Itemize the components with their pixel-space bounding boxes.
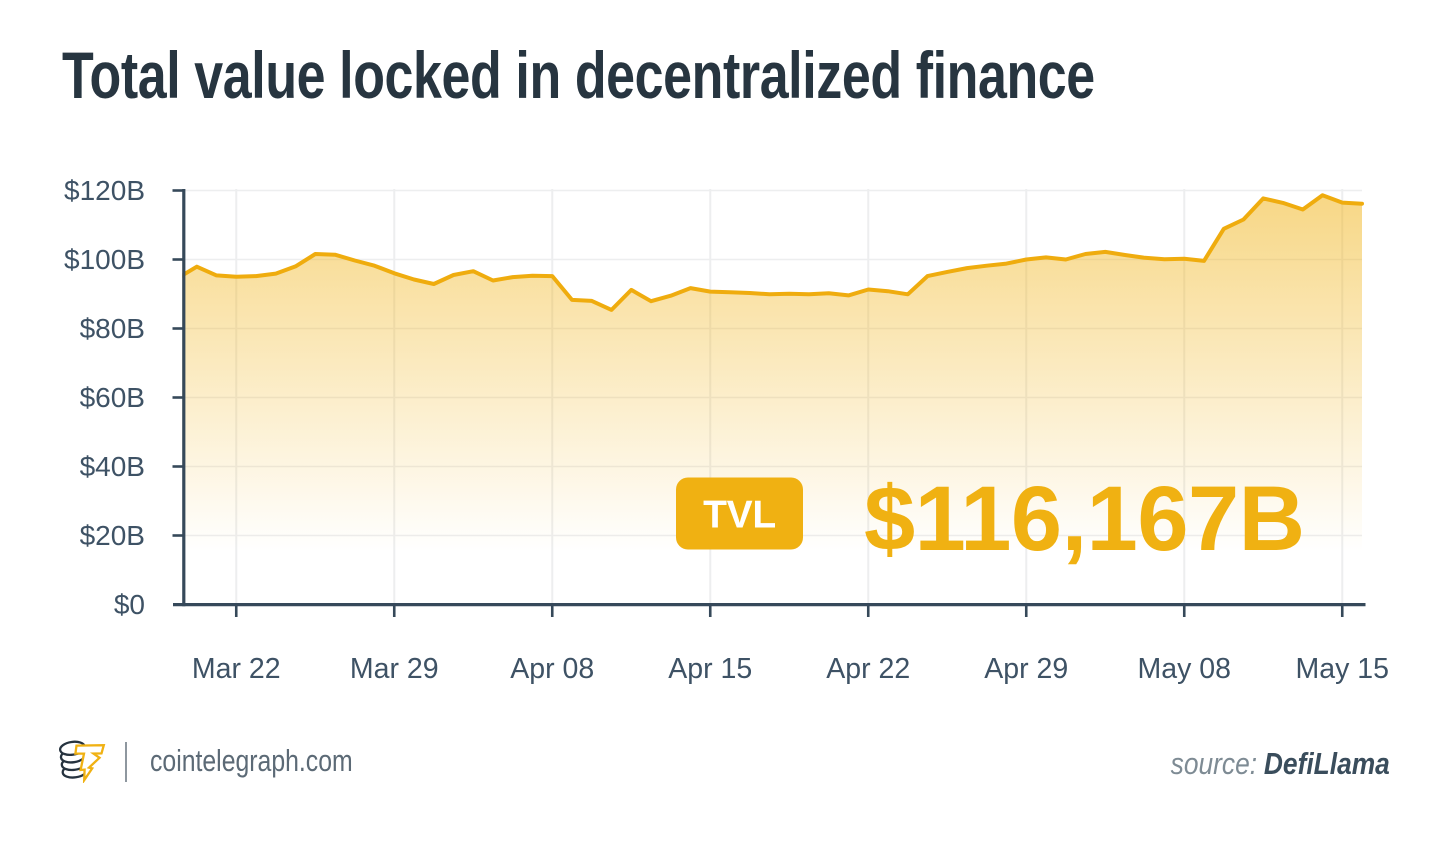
x-axis-labels: Mar 22 Mar 29 Apr 08 Apr 15 Apr 22 Apr 29 May … (192, 653, 1389, 685)
tvl-highlight-value: $116,167B (864, 468, 1305, 570)
source-label: source: (1170, 746, 1258, 781)
y-tick-label: $60B (80, 382, 145, 413)
tvl-badge-label: TVL (703, 494, 776, 537)
x-tick-label: May 08 (1138, 653, 1231, 685)
source-attribution: source: DefiLlama (1171, 746, 1390, 782)
x-tick-label: Mar 29 (350, 653, 439, 685)
y-tick-label: $0 (114, 589, 145, 620)
x-tick-label: Apr 08 (510, 653, 594, 685)
axes (172, 189, 1366, 617)
x-tick-label: Apr 15 (668, 653, 752, 685)
y-tick-label: $100B (64, 244, 145, 275)
x-tick-label: May 15 (1296, 653, 1389, 685)
tvl-annotation: TVL $116,167B (676, 468, 1305, 570)
source-value: DefiLlama (1264, 746, 1390, 781)
cointelegraph-logo-icon (58, 740, 106, 783)
footer: cointelegraph.com source: DefiLlama (0, 738, 1450, 788)
x-tick-label: Apr 22 (826, 653, 910, 685)
y-tick-label: $40B (80, 451, 145, 482)
brand-domain-text: cointelegraph.com (150, 743, 353, 778)
area-fill (182, 195, 1362, 604)
page-title: Total value locked in decentralized fina… (62, 38, 1095, 112)
tvl-line (182, 193, 1364, 312)
y-tick-label: $80B (80, 313, 145, 344)
footer-divider (125, 742, 128, 782)
y-tick-label: $20B (80, 520, 145, 551)
x-tick-label: Mar 22 (192, 653, 281, 685)
x-tick-label: Apr 29 (984, 653, 1068, 685)
y-tick-label: $120B (64, 175, 145, 206)
tvl-badge (676, 477, 803, 550)
y-axis-labels: $0 $20B $40B $60B $80B $100B $120B (64, 175, 145, 620)
